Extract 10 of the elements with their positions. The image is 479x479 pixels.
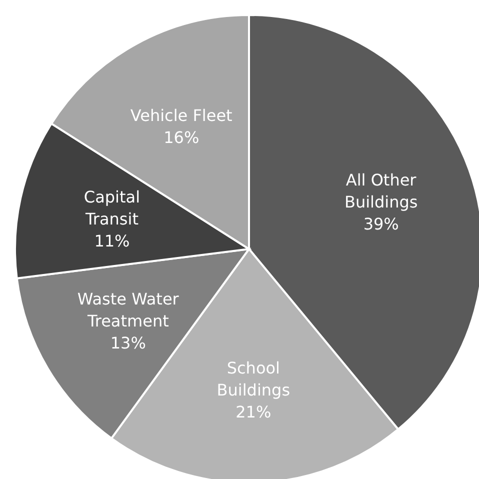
slice-label: Waste Water Treatment — [77, 288, 180, 330]
data-label: 13% — [110, 332, 146, 352]
data-label: 11% — [94, 230, 130, 250]
data-label: 16% — [164, 127, 200, 146]
slice-label: Vehicle Fleet — [130, 105, 232, 124]
slice-label: Capital Transit — [84, 186, 140, 228]
data-label: 39% — [363, 214, 399, 233]
slice-label: All Other Buildings — [344, 170, 418, 211]
slice-label: School Buildings — [216, 358, 290, 399]
data-label: 21% — [236, 402, 272, 421]
